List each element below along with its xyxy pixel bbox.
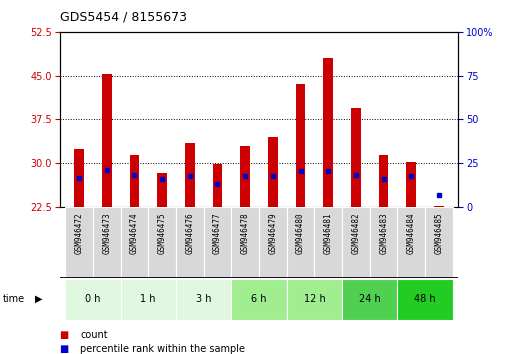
- Text: 12 h: 12 h: [304, 294, 325, 304]
- Bar: [176, 207, 204, 278]
- Text: GDS5454 / 8155673: GDS5454 / 8155673: [60, 10, 186, 23]
- Text: 0 h: 0 h: [85, 294, 100, 304]
- Bar: [407, 162, 416, 207]
- Bar: [314, 207, 342, 278]
- Bar: [204, 207, 232, 278]
- Text: GSM946482: GSM946482: [351, 212, 361, 254]
- Bar: [102, 74, 111, 207]
- Text: GSM946478: GSM946478: [241, 212, 250, 254]
- Bar: [65, 279, 121, 320]
- Bar: [370, 207, 397, 278]
- Bar: [121, 279, 176, 320]
- Text: GSM946485: GSM946485: [435, 212, 443, 254]
- Bar: [232, 279, 286, 320]
- Bar: [148, 207, 176, 278]
- Text: count: count: [80, 330, 108, 339]
- Bar: [351, 108, 361, 207]
- Text: GSM946474: GSM946474: [130, 212, 139, 254]
- Text: GSM946475: GSM946475: [157, 212, 167, 254]
- Bar: [323, 58, 333, 207]
- Bar: [212, 165, 222, 207]
- Text: GSM946476: GSM946476: [185, 212, 194, 254]
- Text: 24 h: 24 h: [359, 294, 381, 304]
- Bar: [268, 137, 278, 207]
- Bar: [397, 279, 453, 320]
- Bar: [157, 173, 167, 207]
- Bar: [74, 149, 84, 207]
- Text: 1 h: 1 h: [140, 294, 156, 304]
- Bar: [397, 207, 425, 278]
- Bar: [342, 279, 397, 320]
- Bar: [232, 207, 259, 278]
- Text: GSM946483: GSM946483: [379, 212, 388, 254]
- Bar: [259, 207, 286, 278]
- Text: GSM946481: GSM946481: [324, 212, 333, 254]
- Text: GSM946472: GSM946472: [75, 212, 83, 254]
- Text: time: time: [3, 294, 25, 304]
- Text: ■: ■: [60, 344, 69, 354]
- Bar: [342, 207, 370, 278]
- Bar: [93, 207, 121, 278]
- Bar: [121, 207, 148, 278]
- Bar: [240, 146, 250, 207]
- Text: ▶: ▶: [35, 294, 42, 304]
- Text: GSM946473: GSM946473: [102, 212, 111, 254]
- Text: GSM946480: GSM946480: [296, 212, 305, 254]
- Text: GSM946477: GSM946477: [213, 212, 222, 254]
- Bar: [296, 85, 306, 207]
- Bar: [425, 207, 453, 278]
- Text: ■: ■: [60, 330, 69, 339]
- Bar: [130, 154, 139, 207]
- Bar: [286, 207, 314, 278]
- Bar: [286, 279, 342, 320]
- Bar: [434, 206, 444, 207]
- Text: percentile rank within the sample: percentile rank within the sample: [80, 344, 246, 354]
- Text: 48 h: 48 h: [414, 294, 436, 304]
- Bar: [185, 143, 195, 207]
- Bar: [379, 154, 388, 207]
- Bar: [65, 207, 93, 278]
- Text: 6 h: 6 h: [251, 294, 267, 304]
- Bar: [176, 279, 232, 320]
- Text: 3 h: 3 h: [196, 294, 211, 304]
- Text: GSM946479: GSM946479: [268, 212, 277, 254]
- Text: GSM946484: GSM946484: [407, 212, 416, 254]
